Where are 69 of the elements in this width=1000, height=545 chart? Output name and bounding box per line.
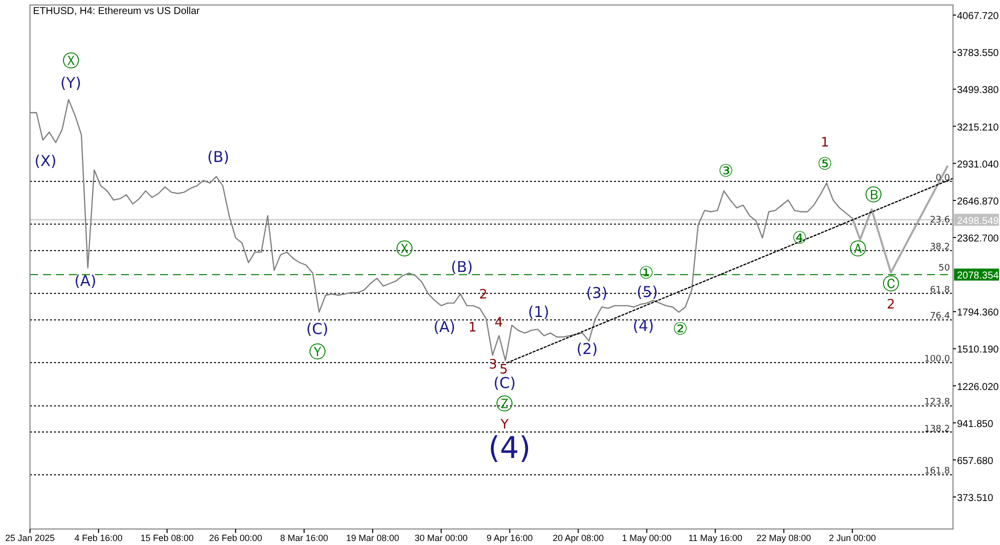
annotation: Ⓐ (849, 240, 866, 260)
annotation: ② (672, 320, 688, 340)
y-tick-label: 1510.190 (957, 344, 1000, 356)
x-tick-label: 8 Mar 16:00 (280, 533, 328, 543)
annotation: (A) (433, 318, 456, 336)
y-tick-label: 373.510 (957, 492, 994, 504)
annotation: 0.0 (936, 173, 950, 184)
annotation: 50 (938, 263, 950, 274)
annotation: 38.2 (930, 242, 950, 252)
x-tick-label: 25 Jan 2025 (5, 533, 55, 543)
annotation: (B) (207, 148, 230, 166)
y-tick-label: 3215.210 (957, 122, 1000, 134)
annotation: 161.8 (924, 466, 950, 476)
x-tick-label: 20 Apr 08:00 (552, 533, 604, 543)
x-tick-label: 11 May 16:00 (688, 533, 742, 543)
y-tick-label: 1794.360 (957, 308, 1000, 319)
annotation: 1 (468, 320, 477, 336)
annotation: ⑤ (817, 154, 833, 175)
annotation: Ⓩ (496, 394, 514, 415)
annotation: 2 (479, 288, 488, 303)
annotation: (1) (528, 303, 550, 322)
y-tick-label: 4067.720 (957, 11, 1000, 22)
annotation: (4) (488, 431, 531, 466)
annotation: (B) (450, 258, 473, 276)
annotation: (3) (586, 284, 608, 302)
annotation: ③ (718, 162, 734, 182)
annotation: (5) (636, 283, 658, 302)
annotation: (X) (34, 152, 57, 170)
annotation: 61.8 (930, 285, 950, 296)
y-tick-label: 3499.380 (957, 85, 1000, 96)
x-tick-label: 4 Feb 16:00 (74, 533, 123, 543)
y-tick-label: 941.850 (957, 418, 994, 430)
annotation: (4) (632, 317, 654, 336)
annotation: 2 (886, 298, 896, 313)
annotation: Ⓧ (62, 52, 80, 72)
x-tick-label: 2 Jun 00:00 (828, 533, 876, 543)
annotation: (2) (576, 340, 598, 358)
x-tick-label: 19 Mar 08:00 (346, 533, 400, 543)
chart-title: ETHUSD, H4: Ethereum vs US Dollar (33, 6, 200, 17)
x-tick-label: 1 May 00:00 (622, 533, 672, 543)
y-tick-label: 2646.870 (957, 196, 1000, 208)
ref-line-label: 2498.549 (957, 216, 1000, 227)
annotation: 76.4 (930, 311, 950, 322)
annotation: (C) (306, 320, 328, 338)
annotation: ① (638, 264, 654, 284)
y-tick-label: 3783.550 (957, 48, 1000, 60)
y-tick-label: 657.680 (957, 456, 994, 467)
x-tick-label: 15 Feb 08:00 (140, 533, 194, 543)
annotation: (Y) (60, 74, 82, 92)
annotation: Ⓑ (864, 186, 882, 206)
x-tick-label: 30 Mar 00:00 (414, 533, 468, 543)
x-tick-label: 26 Feb 00:00 (209, 533, 262, 543)
x-tick-label: 22 May 08:00 (756, 533, 812, 543)
x-tick-label: 9 Apr 16:00 (486, 533, 533, 543)
annotation: 23.6 (930, 215, 950, 226)
annotation: Ⓨ (308, 342, 326, 363)
annotation: Ⓧ (396, 240, 414, 260)
annotation: (A) (74, 272, 96, 290)
annotation: 138.2 (924, 424, 950, 434)
annotation: 4 (494, 316, 503, 331)
y-tick-label: 1226.020 (957, 382, 1000, 393)
annotation: 100.0 (924, 354, 950, 364)
ref-line-label: 2078.354 (957, 270, 1000, 282)
y-tick-label: 2931.040 (957, 159, 1000, 170)
y-tick-label: 2362.700 (957, 233, 1000, 244)
annotation: Y (500, 418, 509, 433)
annotation: 1 (820, 136, 830, 151)
annotation: 123.8 (924, 397, 950, 408)
annotation: Ⓒ (882, 274, 900, 295)
